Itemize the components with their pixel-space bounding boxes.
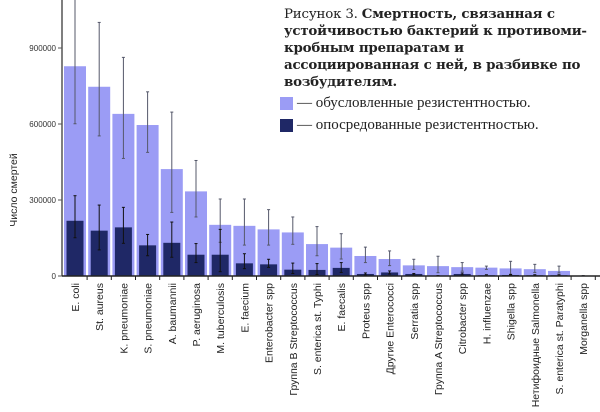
x-tick-label: S. enterica st. Paratyphi xyxy=(554,283,566,394)
y-axis-label: Число смертей xyxy=(8,153,20,227)
y-tick-label: 600000 xyxy=(29,120,56,129)
bar-associated xyxy=(163,242,181,276)
bar-attributable xyxy=(281,232,304,276)
x-tick-label: K. pneumoniae xyxy=(118,283,130,354)
x-tick-label: S. pneumoniae xyxy=(143,283,155,354)
figure-caption: Рисунок 3. Смертность, связанная с устой… xyxy=(284,6,600,91)
bar-associated xyxy=(114,227,132,276)
x-tick-label: Citrobacter spp xyxy=(457,283,469,354)
x-tick-label: Morganella spp xyxy=(578,283,590,355)
legend-swatch-associated xyxy=(280,118,293,132)
figure-title: Смертность, связанная с устойчивостью ба… xyxy=(284,6,587,90)
y-tick-label: 300000 xyxy=(29,196,56,205)
bar-attributable xyxy=(354,255,377,276)
bar-associated xyxy=(187,254,205,276)
x-tick-label: E. coli xyxy=(70,283,82,312)
bar-attributable xyxy=(306,244,328,276)
bar-attributable xyxy=(378,259,401,276)
x-tick-label: Группа A Streptococcus xyxy=(433,283,445,395)
legend-label-attributable: — обусловленные резистентностью. xyxy=(297,94,531,111)
bar-attributable xyxy=(136,125,159,276)
bar-associated xyxy=(90,230,108,276)
x-tick-label: Нетифоидные Salmonella xyxy=(530,283,542,407)
x-tick-label: Serratia spp xyxy=(409,283,421,340)
figure-label: Рисунок 3. xyxy=(284,7,358,22)
y-tick-label: 900000 xyxy=(29,44,56,53)
x-tick-label: St. aureus xyxy=(94,283,106,331)
x-tick-label: Группа B Streptococcus xyxy=(288,283,300,396)
bar-associated xyxy=(235,263,253,276)
legend: — обусловленные резистентностью. — опоср… xyxy=(280,92,539,136)
bar-associated xyxy=(139,245,157,276)
x-tick-label: E. faecium xyxy=(239,283,251,333)
y-tick-label: 0 xyxy=(52,272,57,281)
bar-associated xyxy=(260,264,278,276)
x-tick-label: S. enterica st. Typhi xyxy=(312,283,324,375)
x-tick-label: M. tuberculosis xyxy=(215,283,227,354)
bar-attributable xyxy=(475,267,498,276)
bar-attributable xyxy=(88,86,111,276)
x-tick-label: P. aeruginosa xyxy=(191,283,203,347)
legend-item-attributable: — обусловленные резистентностью. xyxy=(280,92,539,114)
legend-swatch-attributable xyxy=(280,96,293,110)
x-tick-label: Enterobacter spp xyxy=(264,283,276,363)
x-tick-label: Другие Enterococci xyxy=(385,283,397,374)
x-tick-label: H. influenzae xyxy=(481,283,493,344)
legend-label-associated: — опосредованные резистентностью. xyxy=(297,116,539,133)
x-tick-label: Shigella spp xyxy=(506,283,518,340)
bar-associated xyxy=(66,220,84,276)
bar-attributable xyxy=(402,265,425,276)
x-tick-label: E. faecalis xyxy=(336,283,348,331)
x-tick-label: Proteus spp xyxy=(360,283,372,339)
x-tick-label: A. baumannii xyxy=(167,283,179,344)
bar-attributable xyxy=(548,270,570,276)
legend-item-associated: — опосредованные резистентностью. xyxy=(280,114,539,136)
